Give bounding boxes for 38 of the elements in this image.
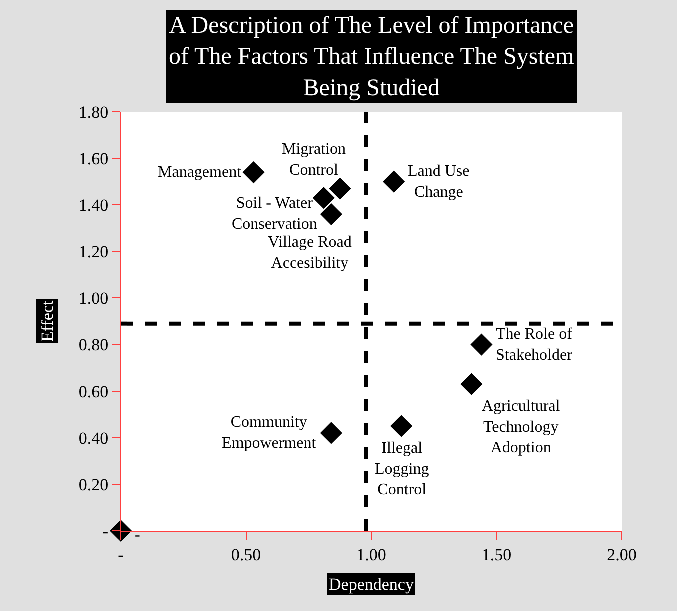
x-tick-label: 0.50 [231,545,262,564]
annotation: Community Empowerment [222,414,317,452]
x-tick-label: 1.50 [482,545,512,564]
y-tick-label: 0.60 [78,382,109,402]
y-tick-label: 0.80 [78,336,109,355]
y-tick-label: 1.20 [78,242,109,262]
point [383,170,406,193]
annotation: Soil - Water Conservation [232,195,318,233]
y-tick-label: 0.20 [78,475,109,494]
x-tick-label: 1.00 [356,545,386,564]
x-axis-title: Dependency [329,575,414,594]
point [110,520,132,542]
annotation: Management [158,164,242,181]
y-tick-label: 0.40 [78,428,109,448]
annotation: - [135,527,140,544]
y-tick-label: - [102,522,109,541]
point [470,334,493,356]
annotation: Migration Control [282,141,346,179]
point [329,178,352,200]
annotation: The Role of Stakeholder [496,326,574,364]
y-tick-label: 1.80 [78,102,109,122]
point [312,187,335,210]
x-tick-label: 2.00 [607,545,637,564]
y-tick-label: 1.40 [78,196,109,216]
point [242,161,265,184]
annotation: Illegal Logging Control [375,440,430,499]
y-tick-label: 1.60 [78,150,109,169]
y-tick-label: 1.00 [78,289,109,308]
annotation: Village Road Accesibility [268,234,352,272]
annotation: Agricultural Technology Adoption [482,398,561,457]
y-axis-title: Effect [38,300,57,342]
point [320,422,342,444]
chart-title: A Description of The Level of Importance of The Factors That Influence The System Being Studied [169,13,575,102]
point [390,415,413,438]
point [320,203,342,226]
point [460,373,483,396]
x-tick-label: - [118,545,124,564]
annotation: Land Use Change [408,163,470,201]
